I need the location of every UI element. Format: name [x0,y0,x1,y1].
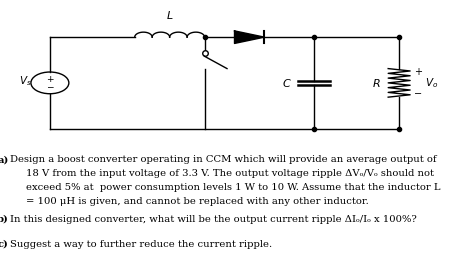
Text: = 100 μH is given, and cannot be replaced with any other inductor.: = 100 μH is given, and cannot be replace… [26,197,369,206]
Text: In this designed converter, what will be the output current ripple ΔIₒ/Iₒ x 100%: In this designed converter, what will be… [10,215,417,224]
Text: b): b) [0,215,9,224]
Text: $V_o$: $V_o$ [425,76,438,90]
Text: +: + [46,75,54,84]
Text: 18 V from the input voltage of 3.3 V. The output voltage ripple ΔVₒ/Vₒ should no: 18 V from the input voltage of 3.3 V. Th… [26,169,434,178]
Text: exceed 5% at  power consumption levels 1 W to 10 W. Assume that the inductor L: exceed 5% at power consumption levels 1 … [26,183,440,192]
Text: Suggest a way to further reduce the current ripple.: Suggest a way to further reduce the curr… [10,240,273,249]
Text: $C$: $C$ [282,77,292,89]
Polygon shape [235,31,264,43]
Text: a): a) [0,155,9,164]
Text: −: − [46,83,54,92]
Text: +: + [414,67,422,77]
Text: −: − [414,89,422,99]
Text: $V_s$: $V_s$ [18,75,31,88]
Text: c): c) [0,240,9,249]
Text: Design a boost converter operating in CCM which will provide an average output o: Design a boost converter operating in CC… [10,155,437,164]
Text: $R$: $R$ [373,77,381,89]
Text: $L$: $L$ [166,9,173,21]
